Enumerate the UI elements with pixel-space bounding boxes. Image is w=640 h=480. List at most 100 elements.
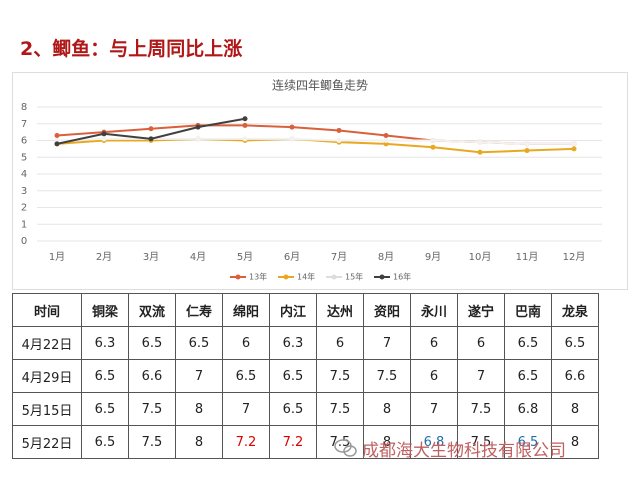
table-cell: 8 [551, 425, 599, 459]
y-tick-label: 0 [21, 236, 27, 247]
header-cell: 龙泉 [551, 293, 599, 327]
table-cell: 7.2 [269, 425, 317, 459]
point [336, 127, 342, 133]
table-cell: 7.5 [316, 359, 364, 393]
header-cell: 仁寿 [175, 293, 223, 327]
point [524, 141, 530, 147]
table-cell: 7 [410, 392, 458, 426]
point [524, 148, 530, 154]
y-tick-label: 4 [21, 169, 27, 180]
x-tick-label: 6月 [284, 251, 300, 263]
legend-dot [235, 274, 241, 280]
table-cell: 8 [175, 425, 223, 459]
table-cell: 6.5 [269, 359, 317, 393]
table-cell: 7 [222, 392, 270, 426]
table-cell: 6 [457, 326, 505, 360]
point [242, 122, 248, 128]
point [195, 136, 201, 142]
point [571, 146, 577, 152]
table-cell: 6.3 [269, 326, 317, 360]
x-tick-label: 12月 [563, 251, 586, 263]
header-row: 时间 铜梁 双流 仁寿 绵阳 内江 达州 资阳 永川 遂宁 巴南 龙泉 [12, 293, 599, 327]
x-tick-label: 7月 [331, 251, 347, 263]
x-tick-label: 2月 [96, 251, 112, 263]
table-row: 5月15日 6.5 7.5 8 7 6.5 7.5 8 7 7.5 6.8 8 [12, 392, 599, 426]
y-tick-label: 1 [21, 219, 27, 230]
chart-frame [12, 72, 628, 290]
point [336, 138, 342, 143]
chart-title: 连续四年鲫鱼走势 [272, 78, 368, 93]
table-row: 5月22日 6.5 7.5 8 7.2 7.2 7.5 8 6.8 7.5 6.5 8 [12, 425, 599, 459]
x-tick-label: 11月 [516, 251, 539, 263]
table-cell: 6.5 [504, 326, 552, 360]
table-cell: 8 [551, 392, 599, 426]
y-tick-label: 6 [21, 136, 27, 147]
table-cell: 6 [316, 326, 364, 360]
table-cell: 6.6 [551, 359, 599, 393]
table-cell: 7.5 [316, 392, 364, 426]
header-cell: 资阳 [363, 293, 411, 327]
point [383, 138, 389, 143]
point [242, 116, 248, 122]
header-cell: 内江 [269, 293, 317, 327]
header-cell: 巴南 [504, 293, 552, 327]
point [195, 124, 201, 130]
point [571, 141, 577, 147]
table-cell: 6 [410, 359, 458, 393]
point [54, 132, 60, 138]
legend-dot [331, 274, 337, 280]
wechat-icon [334, 439, 357, 457]
point [477, 149, 483, 155]
y-tick-label: 3 [21, 186, 27, 197]
legend-dot [283, 274, 289, 280]
point [101, 136, 107, 142]
point [430, 144, 436, 150]
table-cell: 6.5 [128, 326, 176, 360]
x-tick-label: 4月 [190, 251, 206, 263]
header-cell: 永川 [410, 293, 458, 327]
point [242, 136, 248, 142]
header-cell: 绵阳 [222, 293, 270, 327]
table-cell: 7.5 [363, 359, 411, 393]
x-tick-label: 10月 [469, 251, 492, 263]
x-tick-label: 5月 [237, 251, 253, 263]
chart: 连续四年鲫鱼走势 0 1 2 3 4 5 6 7 8 1月 2月 3月 4月 5月 6月 7月 8月 9月 10月 1… [12, 72, 628, 290]
header-cell: 时间 [12, 293, 82, 327]
data-table: 时间 铜梁 双流 仁寿 绵阳 内江 达州 资阳 永川 遂宁 巴南 龙泉 4月22日 6.3 6.5 6.5 6 6… [12, 293, 599, 459]
table-cell: 6.5 [222, 359, 270, 393]
table-cell: 7 [363, 326, 411, 360]
legend-label: 16年 [393, 272, 411, 282]
table-cell: 6.5 [504, 425, 552, 459]
table-cell: 5月15日 [12, 392, 82, 426]
table-cell: 7.5 [457, 425, 505, 459]
table-cell: 7 [457, 359, 505, 393]
table-cell: 6.6 [128, 359, 176, 393]
table-cell: 4月22日 [12, 326, 82, 360]
header-cell: 双流 [128, 293, 176, 327]
point [148, 126, 154, 132]
table-cell: 6.5 [269, 392, 317, 426]
header-cell: 铜梁 [81, 293, 129, 327]
point [289, 136, 295, 142]
x-tick-label: 3月 [143, 251, 159, 263]
table-cell: 6.8 [504, 392, 552, 426]
table-cell: 6 [222, 326, 270, 360]
heading: 2、鲫鱼：与上周同比上涨 [20, 38, 243, 60]
y-tick-label: 5 [21, 152, 27, 163]
table-cell: 6.3 [81, 326, 129, 360]
x-tick-label: 8月 [378, 251, 394, 263]
table-cell: 8 [363, 425, 411, 459]
point [289, 124, 295, 130]
table-cell: 6.5 [551, 326, 599, 360]
y-tick-label: 2 [21, 203, 27, 214]
footer: 成都海大生物科技有限公司 [362, 441, 566, 461]
table-cell: 7.5 [128, 392, 176, 426]
legend-label: 13年 [249, 272, 267, 282]
table-cell: 6.5 [504, 359, 552, 393]
table-cell: 7 [175, 359, 223, 393]
table-row: 4月29日 6.5 6.6 7 6.5 6.5 7.5 7.5 6 7 6.5 6.6 [12, 359, 599, 393]
table-cell: 8 [363, 392, 411, 426]
point [148, 136, 154, 142]
y-tick-label: 7 [21, 119, 27, 130]
